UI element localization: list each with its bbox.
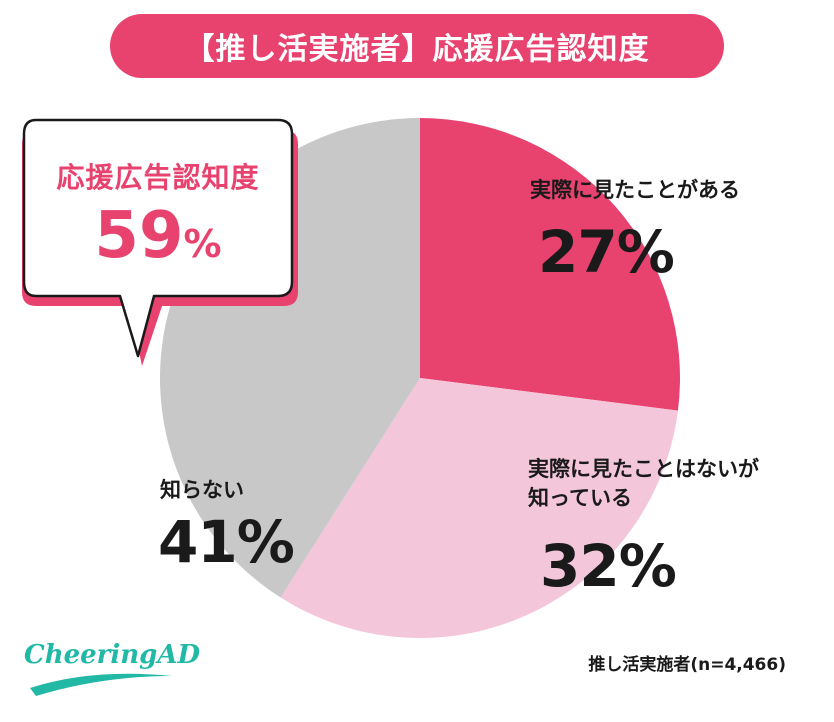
- callout-unit: %: [183, 222, 222, 266]
- slice-value-known: 32%: [540, 532, 677, 600]
- logo-swoosh: [30, 673, 172, 696]
- chart-title: 【推し活実施者】応援広告認知度: [110, 14, 724, 78]
- pie-slice-seen: [420, 118, 681, 411]
- sample-size-note: 推し活実施者(n=4,466): [588, 655, 786, 675]
- slice-label-known-line2: 知っている: [528, 486, 632, 510]
- callout-title: 応援広告認知度: [56, 161, 260, 194]
- callout-content: 応援広告認知度 59%: [22, 118, 294, 268]
- logo-text: CheeringAD: [24, 640, 201, 670]
- slice-value-seen: 27%: [538, 218, 675, 286]
- cheeringad-logo: CheeringAD: [24, 640, 200, 670]
- slice-label-unknown: 知らない: [160, 478, 244, 502]
- pie-slice-known: [280, 378, 678, 639]
- callout-number: 59: [94, 199, 184, 273]
- callout-value: 59%: [22, 204, 294, 268]
- slice-label-seen: 実際に見たことがある: [530, 178, 740, 202]
- callout-bubble: [22, 118, 298, 366]
- slice-value-unknown: 41%: [158, 508, 295, 576]
- slice-label-known-line1: 実際に見たことはないが: [528, 457, 759, 481]
